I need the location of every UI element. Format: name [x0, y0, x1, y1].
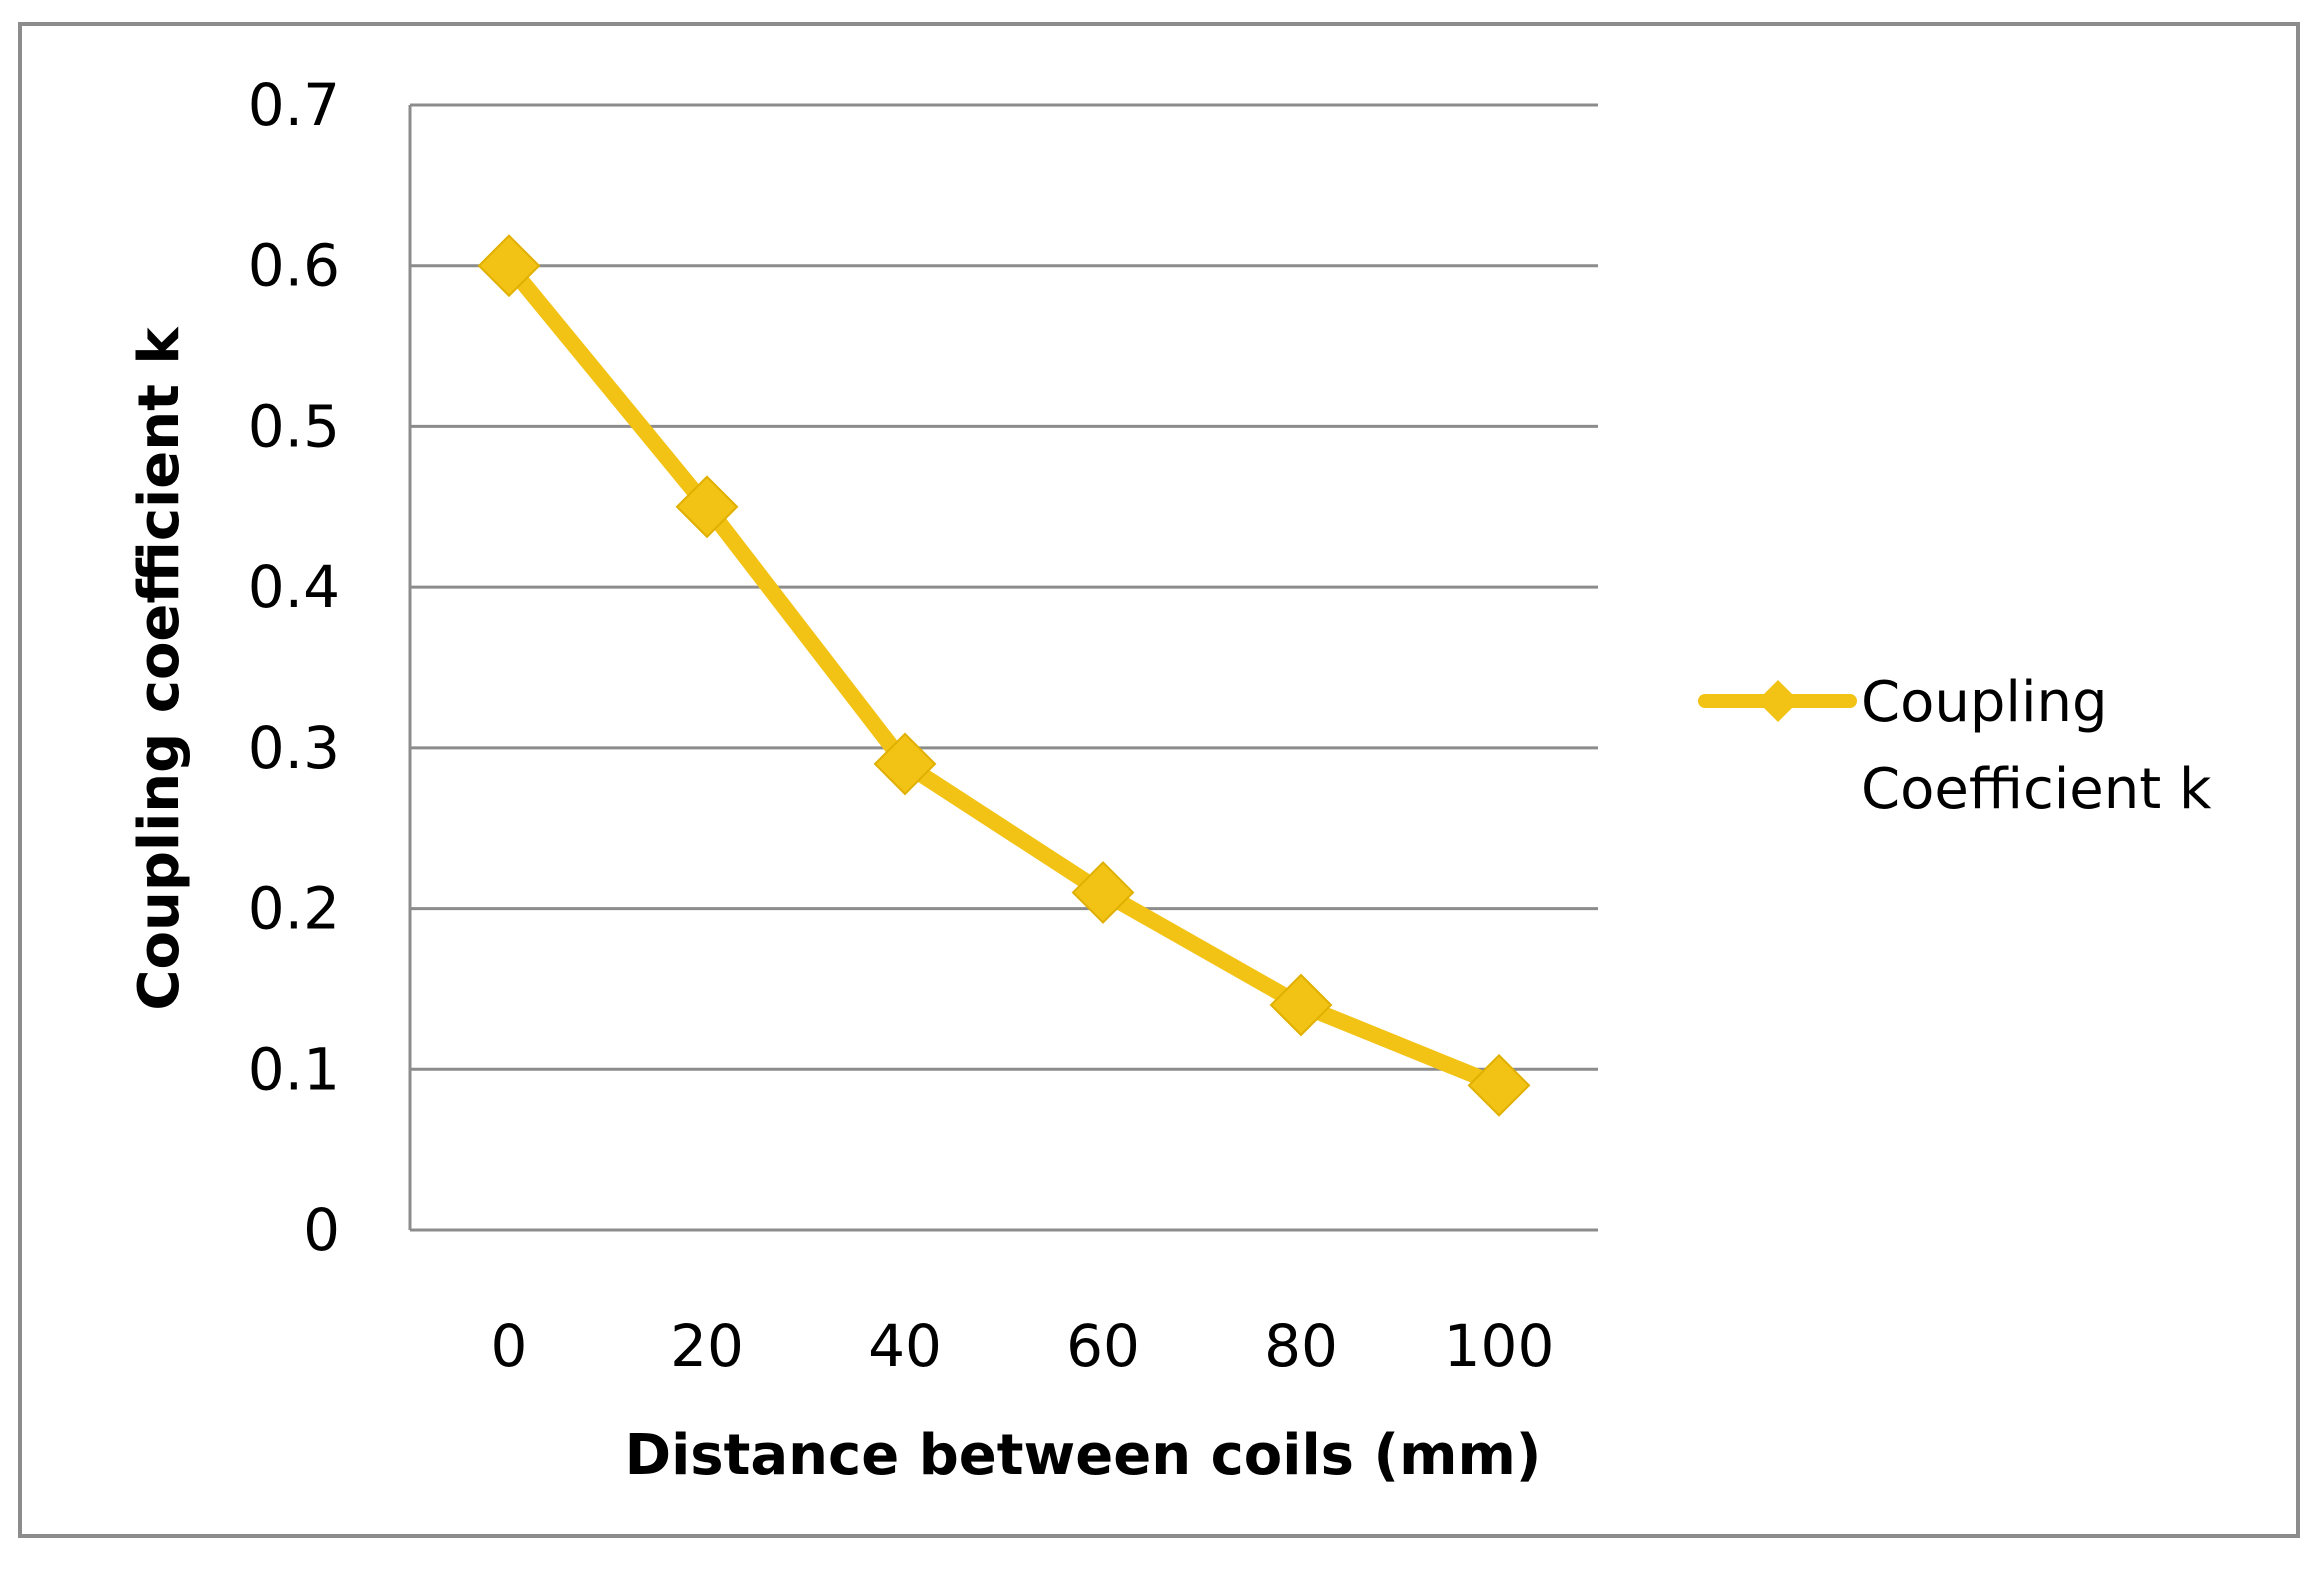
y-tick-label: 0.7: [248, 71, 340, 139]
gridlines: [410, 103, 1598, 1071]
y-tick-label: 0.6: [248, 232, 340, 300]
x-tick-labels: 0 20 40 60 80 100: [491, 1312, 1555, 1380]
series-coupling-coefficient: [477, 234, 1531, 1117]
x-tick-label: 80: [1264, 1312, 1338, 1380]
legend-label-line1: Coupling: [1861, 670, 2108, 735]
x-tick-label: 100: [1444, 1312, 1555, 1380]
y-tick-label: 0.4: [248, 553, 340, 621]
y-axis-title: Coupling coefficient k: [127, 326, 192, 1011]
axes: [408, 105, 1598, 1232]
chart-frame: [18, 22, 2300, 1538]
x-tick-label: 40: [868, 1312, 942, 1380]
legend-diamond-marker: [1757, 680, 1799, 722]
x-tick-label: 20: [670, 1312, 744, 1380]
data-point-marker: [1467, 1053, 1531, 1117]
data-point-marker: [1071, 861, 1135, 924]
x-tick-label: 60: [1066, 1312, 1140, 1380]
series-line: [501, 257, 1507, 1094]
y-tick-label: 0.5: [248, 392, 340, 460]
y-tick-labels: 0 0.1 0.2 0.3 0.4 0.5 0.6 0.7: [248, 71, 340, 1264]
y-tick-label: 0.3: [248, 714, 340, 782]
y-tick-label: 0.2: [248, 875, 340, 943]
data-point-marker: [1269, 973, 1333, 1037]
x-axis-title: Distance between coils (mm): [625, 1423, 1542, 1488]
legend-label-line2: Coefficient k: [1861, 757, 2212, 822]
data-point-marker: [675, 475, 739, 539]
y-tick-label: 0: [303, 1196, 340, 1264]
y-tick-label: 0.1: [248, 1035, 340, 1103]
data-point-marker: [873, 732, 937, 796]
data-point-marker: [477, 234, 541, 298]
legend: Coupling Coefficient k: [1698, 670, 2212, 822]
x-tick-label: 0: [491, 1312, 528, 1380]
